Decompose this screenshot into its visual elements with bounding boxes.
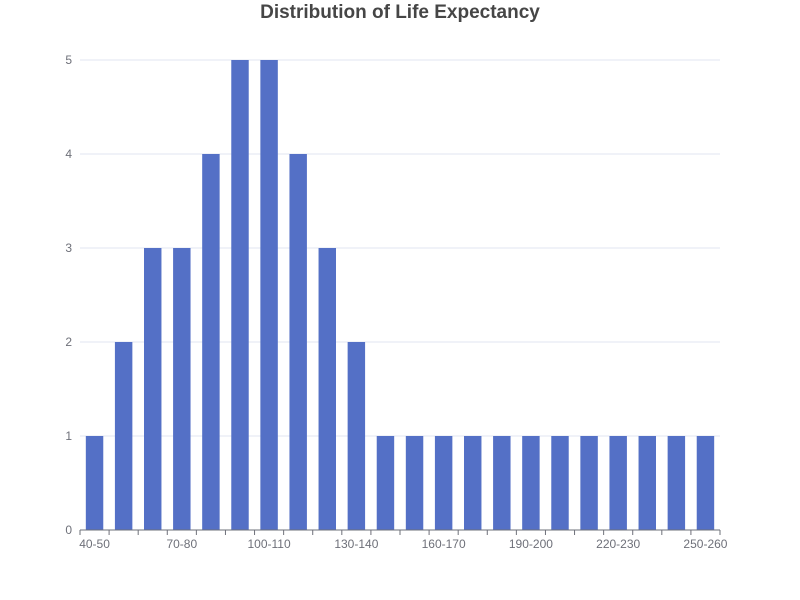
bar-150-160[interactable] [405, 436, 424, 530]
bar-210-220[interactable] [580, 436, 598, 530]
bar-70-80[interactable] [173, 248, 191, 530]
bar-240-250[interactable] [667, 436, 686, 530]
x-axis [79, 529, 721, 535]
x-tick-label: 40-50 [79, 537, 110, 551]
bar-80-90[interactable] [202, 154, 220, 530]
y-tick-label: 1 [65, 429, 72, 443]
x-tick-label: 250-260 [683, 537, 727, 551]
bar-50-60[interactable] [114, 342, 133, 530]
bar-170-180[interactable] [464, 436, 482, 530]
x-tick-label: 70-80 [166, 537, 197, 551]
y-tick-label: 0 [65, 523, 72, 537]
x-tick-label: 160-170 [422, 537, 466, 551]
bar-180-190[interactable] [493, 436, 511, 530]
x-tick-label: 100-110 [248, 537, 291, 551]
bar-200-210[interactable] [551, 436, 569, 530]
bar-190-200[interactable] [522, 436, 540, 530]
bar-100-110[interactable] [260, 60, 278, 530]
bar-120-130[interactable] [318, 248, 336, 530]
x-axis-labels: 40-50 70-80 100-110 130-140 160-170 190-200 22… [79, 537, 728, 551]
y-tick-label: 5 [65, 53, 72, 67]
chart-title: Distribution of Life Expectancy [260, 2, 540, 23]
bar-40-50[interactable] [85, 436, 104, 530]
bars [85, 60, 715, 530]
bar-250-260[interactable] [696, 436, 715, 530]
bar-160-170[interactable] [434, 436, 453, 530]
bar-90-100[interactable] [231, 60, 249, 530]
y-tick-label: 3 [65, 241, 72, 255]
x-tick-label: 130-140 [334, 537, 378, 551]
bar-110-120[interactable] [289, 154, 307, 530]
y-tick-label: 2 [65, 335, 72, 349]
y-axis-labels: 0 1 2 3 4 5 [65, 53, 72, 537]
bar-220-230[interactable] [609, 436, 627, 530]
bar-60-70[interactable] [144, 248, 162, 530]
x-tick-label: 190-200 [509, 537, 553, 551]
x-tick-label: 220-230 [596, 537, 640, 551]
bar-140-150[interactable] [376, 436, 395, 530]
bar-230-240[interactable] [638, 436, 656, 530]
y-tick-label: 4 [65, 147, 72, 161]
bar-130-140[interactable] [347, 342, 366, 530]
